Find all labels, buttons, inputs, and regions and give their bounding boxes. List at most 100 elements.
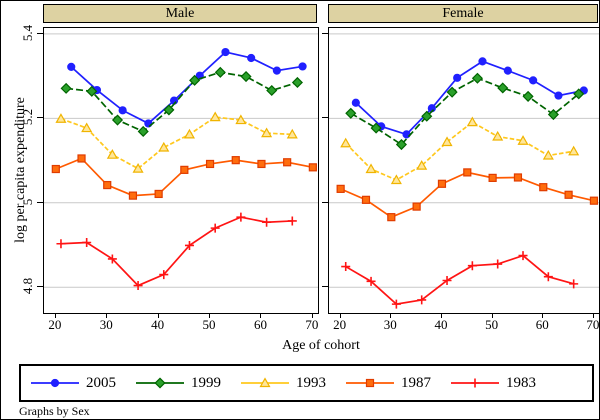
data-point-marker [154, 377, 166, 389]
data-point-marker [286, 128, 298, 139]
x-tick-label: 60 [535, 317, 549, 332]
x-axis-label: Age of cohort [282, 338, 360, 353]
x-tick-label: 60 [253, 317, 267, 332]
data-point-marker [589, 196, 599, 205]
data-point-marker [470, 378, 480, 388]
data-point-marker [221, 47, 230, 57]
data-point-marker [158, 141, 170, 152]
x-tick-mark [54, 313, 56, 318]
x-tick-label: 30 [99, 317, 113, 332]
data-point-marker [441, 136, 453, 147]
data-point-marker [568, 145, 580, 156]
data-point-marker [266, 84, 278, 97]
graphs-by-caption: Graphs by Sex [19, 404, 90, 418]
data-point-marker [77, 154, 86, 163]
series-1993-male [55, 111, 298, 173]
y-tick-mark [322, 32, 328, 34]
legend-label: 1987 [401, 374, 431, 391]
x-tick-mark [157, 313, 159, 318]
y-tick-mark [322, 286, 328, 288]
legend-entry-1987: 1987 [346, 375, 431, 392]
series-1999-male [60, 66, 303, 137]
data-point-marker [240, 71, 252, 83]
data-point-marker [81, 122, 93, 133]
x-tick-label: 20 [48, 317, 62, 332]
data-point-marker [67, 62, 76, 71]
data-point-marker [569, 279, 579, 289]
data-point-marker [259, 377, 271, 388]
data-point-marker [351, 98, 360, 107]
series-1987-male [51, 154, 317, 200]
data-point-marker [395, 138, 407, 151]
data-point-marker [107, 254, 117, 264]
x-tick-label: 50 [485, 317, 499, 332]
x-tick-mark [491, 313, 493, 318]
data-point-marker [210, 223, 220, 233]
data-point-marker [214, 66, 226, 78]
series-line [60, 116, 293, 170]
data-point-marker [86, 85, 98, 97]
series-1987-female [336, 168, 599, 222]
data-point-marker [308, 163, 317, 172]
x-tick-label: 30 [383, 317, 397, 332]
y-axis-title: log per capita expenditure [13, 97, 28, 243]
series-line [355, 60, 584, 136]
data-point-marker [189, 74, 201, 86]
chart-female [329, 33, 599, 309]
y-tick-label: 5.2 [20, 109, 35, 126]
x-tick-mark [440, 313, 442, 318]
data-point-marker [257, 159, 266, 169]
data-point-marker [154, 189, 163, 199]
series-line [345, 254, 574, 306]
data-point-marker [517, 135, 529, 145]
legend-label: 1999 [191, 374, 221, 391]
data-point-marker [467, 261, 477, 271]
data-point-marker [370, 122, 382, 134]
data-point-marker [236, 212, 246, 222]
data-point-marker [554, 91, 563, 100]
data-point-marker [442, 275, 452, 285]
data-point-marker [247, 53, 256, 63]
data-point-marker [522, 90, 534, 102]
legend-label: 1993 [296, 374, 326, 391]
gridlines [44, 33, 318, 288]
data-point-marker [518, 251, 528, 261]
panel-title-female: Female [442, 6, 484, 21]
data-point-marker [421, 110, 433, 122]
data-point-marker [56, 239, 66, 249]
series-1993-female [340, 116, 580, 185]
legend-label: 2005 [86, 374, 116, 391]
data-point-marker [361, 195, 371, 204]
chart-male [44, 33, 318, 291]
data-point-marker [82, 237, 92, 247]
x-tick-label: 50 [202, 317, 216, 332]
data-point-marker [291, 76, 303, 89]
data-point-marker [345, 107, 357, 119]
x-tick-mark [542, 313, 544, 318]
data-point-marker [503, 66, 512, 75]
data-point-marker [412, 202, 421, 211]
x-tick-label: 70 [586, 317, 600, 332]
series-1983-male [56, 212, 297, 291]
data-point-marker [542, 149, 554, 160]
panel-header-male: Male [43, 4, 317, 23]
data-point-marker [111, 114, 124, 126]
data-point-marker [133, 281, 143, 291]
x-tick-mark [106, 313, 108, 318]
y-tick-label: 5 [20, 198, 35, 206]
data-point-marker [118, 106, 127, 115]
x-tick-mark [339, 313, 341, 318]
legend-box: 2005 1999 1993 1987 1983 [19, 364, 594, 402]
data-point-marker [163, 104, 175, 116]
legend-entry-1993: 1993 [241, 375, 326, 392]
x-tick-mark [209, 313, 211, 318]
panel-title-male: Male [165, 6, 195, 21]
data-point-marker [261, 127, 273, 138]
data-point-marker [390, 174, 402, 185]
data-point-marker [298, 62, 307, 71]
series-line [340, 171, 595, 219]
data-point-marker [466, 116, 478, 127]
y-tick-mark [37, 117, 43, 119]
data-point-marker [539, 183, 548, 192]
